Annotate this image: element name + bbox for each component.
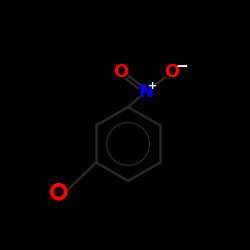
Circle shape <box>139 85 153 98</box>
Circle shape <box>165 66 179 79</box>
Text: N: N <box>138 82 153 100</box>
Text: −: − <box>176 60 188 74</box>
Text: O: O <box>113 63 128 81</box>
Text: +: + <box>148 81 158 91</box>
Circle shape <box>114 66 127 79</box>
Text: O: O <box>164 63 180 81</box>
